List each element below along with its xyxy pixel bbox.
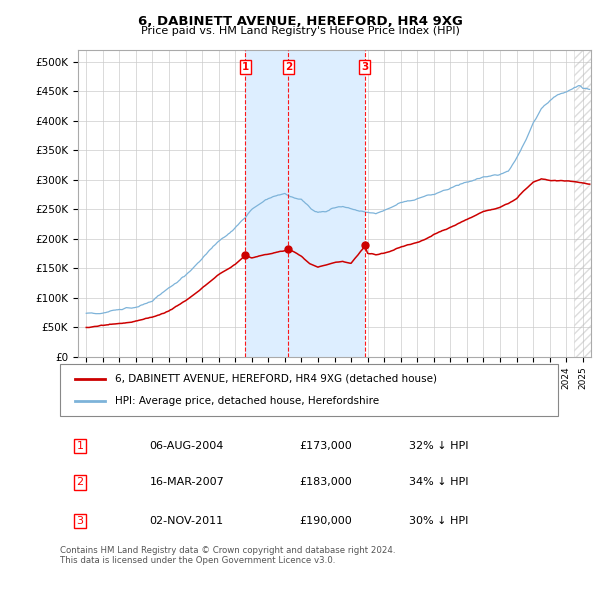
Text: HPI: Average price, detached house, Herefordshire: HPI: Average price, detached house, Here… bbox=[115, 396, 379, 407]
FancyBboxPatch shape bbox=[60, 364, 558, 416]
Text: 16-MAR-2007: 16-MAR-2007 bbox=[149, 477, 224, 487]
Text: £173,000: £173,000 bbox=[299, 441, 352, 451]
Text: £183,000: £183,000 bbox=[299, 477, 352, 487]
Text: 1: 1 bbox=[241, 62, 248, 71]
Text: 2: 2 bbox=[76, 477, 83, 487]
Text: 32% ↓ HPI: 32% ↓ HPI bbox=[409, 441, 468, 451]
Text: 06-AUG-2004: 06-AUG-2004 bbox=[149, 441, 224, 451]
Text: 34% ↓ HPI: 34% ↓ HPI bbox=[409, 477, 468, 487]
Text: 1: 1 bbox=[76, 441, 83, 451]
Text: Price paid vs. HM Land Registry's House Price Index (HPI): Price paid vs. HM Land Registry's House … bbox=[140, 26, 460, 36]
Bar bbox=[245, 50, 365, 357]
Text: 2: 2 bbox=[284, 62, 292, 71]
Text: 6, DABINETT AVENUE, HEREFORD, HR4 9XG: 6, DABINETT AVENUE, HEREFORD, HR4 9XG bbox=[137, 15, 463, 28]
Text: 30% ↓ HPI: 30% ↓ HPI bbox=[409, 516, 468, 526]
Text: 3: 3 bbox=[76, 516, 83, 526]
Text: 3: 3 bbox=[361, 62, 368, 71]
Text: 02-NOV-2011: 02-NOV-2011 bbox=[149, 516, 224, 526]
Text: 6, DABINETT AVENUE, HEREFORD, HR4 9XG (detached house): 6, DABINETT AVENUE, HEREFORD, HR4 9XG (d… bbox=[115, 373, 437, 384]
Text: £190,000: £190,000 bbox=[299, 516, 352, 526]
Text: Contains HM Land Registry data © Crown copyright and database right 2024.
This d: Contains HM Land Registry data © Crown c… bbox=[60, 546, 395, 565]
